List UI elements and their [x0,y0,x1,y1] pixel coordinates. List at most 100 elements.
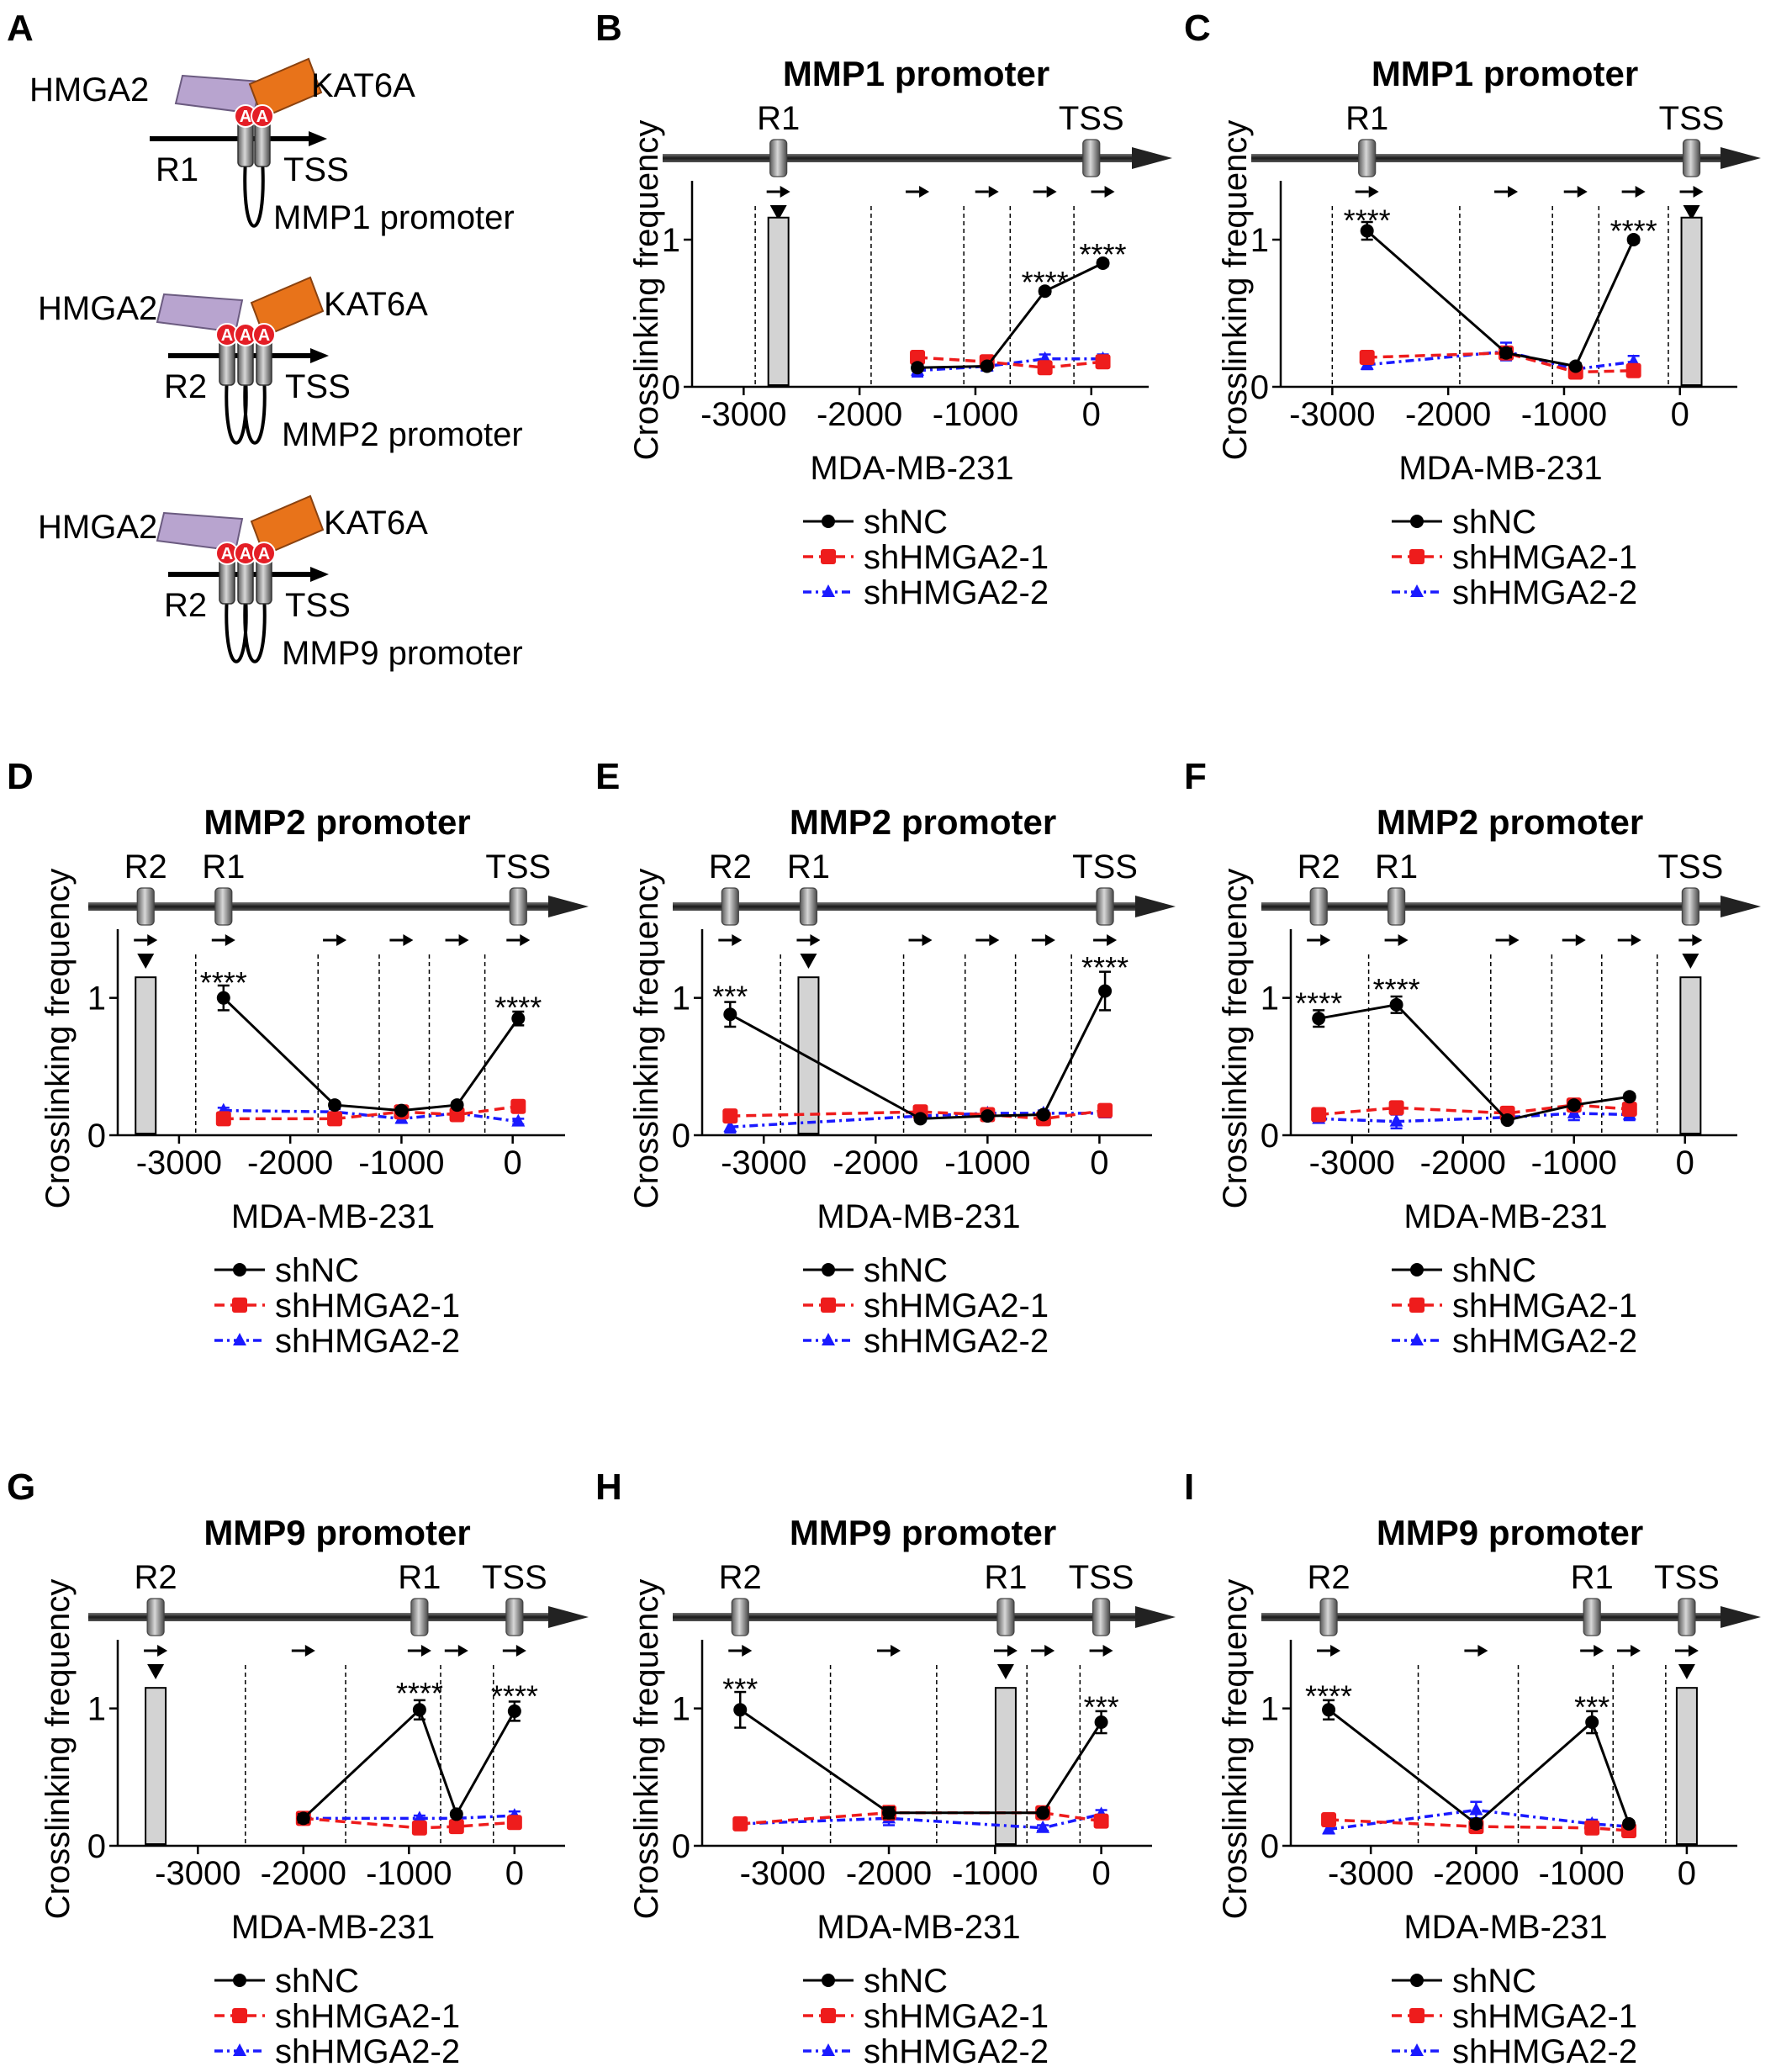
panel-title: MMP1 promoter [1372,54,1638,93]
genome-site-label: TSS [1659,100,1725,137]
primer-arrow-icon [891,1645,901,1657]
legend-label: shHMGA2-2 [1452,2033,1637,2070]
data-point-shnc [980,1109,995,1123]
acetyl-mark-icon [252,542,276,565]
genome-bar [673,1613,1138,1621]
y-tick-label: 0 [672,1118,690,1155]
data-point-shhmga2-2 [1410,2043,1424,2056]
data-point-shnc [980,359,994,373]
genome-bar [88,1613,551,1621]
x-tick-label: -3000 [155,1855,240,1892]
legend-entry-shhmga2-1: shHMGA2-1 [1392,1287,1637,1324]
x-tick-label: 0 [1671,396,1689,433]
significance-label: **** [1373,972,1420,1007]
data-point-shnc [233,1263,246,1276]
primer-arrow-icon [1577,186,1588,198]
series-line-shnc [302,1707,516,1820]
acetyl-mark-icon [252,323,276,346]
genome-arrow-icon [1720,147,1761,169]
data-point-shhmga2-1 [1388,1100,1404,1116]
panel-letter: G [7,1467,35,1508]
series-line-shnc [222,996,520,1113]
tss-label: TSS [283,151,349,188]
legend-entry-shnc: shNC [1392,504,1536,541]
y-tick-label: 1 [87,980,106,1018]
genome-site-label: TSS [485,848,551,885]
primer-arrow-icon [147,934,158,946]
x-tick-label: -2000 [261,1855,346,1892]
significance-label: **** [1081,950,1128,985]
genome-site-marker [146,1598,165,1636]
anchor-bar [1680,216,1703,386]
data-point-shnc [1567,1098,1581,1113]
anchor-bar [145,1687,167,1845]
x-axis-label: MDA-MB-231 [231,1909,435,1946]
data-point-shhmga2-1 [232,1298,247,1313]
data-point-shhmga2-1 [1359,350,1375,365]
series-line-shnc [1366,230,1636,368]
acetyl-mark-label: A [258,326,270,345]
series-line-shhmga2-2 [917,357,1103,373]
primer-arrow-icon [922,934,933,946]
data-point-shhmga2-1 [732,1816,748,1832]
series-line-shhmga2-1 [917,356,1103,370]
significance-label: **** [491,1678,538,1713]
data-point-shhmga2-1 [448,1819,464,1835]
genome-site-marker [1387,887,1406,926]
genome-site-label: TSS [1657,848,1723,885]
primer-arrow-icon [1102,1645,1113,1657]
x-tick-label: -2000 [846,1855,932,1892]
data-point-shnc [822,1974,835,1987]
legend-entry-shhmga2-1: shHMGA2-1 [1392,1998,1637,2035]
primer-arrow-icon [1692,934,1703,946]
y-tick-label: 0 [87,1118,106,1155]
significance-label: **** [494,990,542,1024]
data-point-shhmga2-1 [327,1111,343,1127]
y-axis-label: Crosslinking frequency [1217,869,1254,1209]
significance-label: **** [1610,214,1657,248]
panel-letter: D [7,756,34,797]
data-point-shhmga2-1 [821,1298,836,1313]
legend-label: shHMGA2-1 [275,1998,460,2035]
panel-letter: F [1184,756,1207,797]
dna-loop [225,376,248,445]
anchor-triangle-icon [996,1664,1014,1679]
data-point-shhmga2-2 [822,1333,835,1345]
legend-entry-shnc: shNC [214,1252,359,1289]
y-tick-label: 1 [672,1691,690,1728]
tss-label: TSS [285,587,351,624]
x-axis-label: MDA-MB-231 [1398,450,1602,487]
genome-site-label: R2 [124,848,167,885]
x-tick-label: -2000 [832,1144,918,1181]
dna-loop [243,595,267,663]
panel-title: MMP2 promoter [790,802,1056,842]
promoter-label: MMP1 promoter [273,199,515,236]
series-line-shhmga2-1 [303,1816,515,1830]
data-point-shhmga2-1 [1321,1811,1337,1827]
kat6a-label: KAT6A [324,286,428,323]
data-point-shhmga2-1 [1584,1820,1600,1836]
genome-bar [1261,902,1723,911]
data-point-shnc [1360,224,1374,238]
legend-label: shHMGA2-2 [1452,574,1637,611]
genome-arrow-icon [1135,896,1176,917]
acetyl-mark-label: A [240,545,251,563]
data-point-shhmga2-1 [232,2008,247,2023]
data-point-shnc [1626,233,1641,246]
genome-site-marker [1681,887,1699,926]
x-tick-label: 0 [504,1144,522,1181]
y-tick-label: 1 [1250,222,1269,259]
primer-arrow-icon [225,934,235,946]
series-line-shhmga2-2 [1319,1112,1630,1123]
x-tick-label: -1000 [358,1144,444,1181]
hmga2-label: HMGA2 [38,509,157,546]
series-line-shnc [1328,1709,1631,1826]
data-point-shnc [450,1098,464,1113]
genome-site-marker [1358,139,1377,177]
primer-arrow-icon [1693,186,1704,198]
primer-arrow-icon [458,934,469,946]
